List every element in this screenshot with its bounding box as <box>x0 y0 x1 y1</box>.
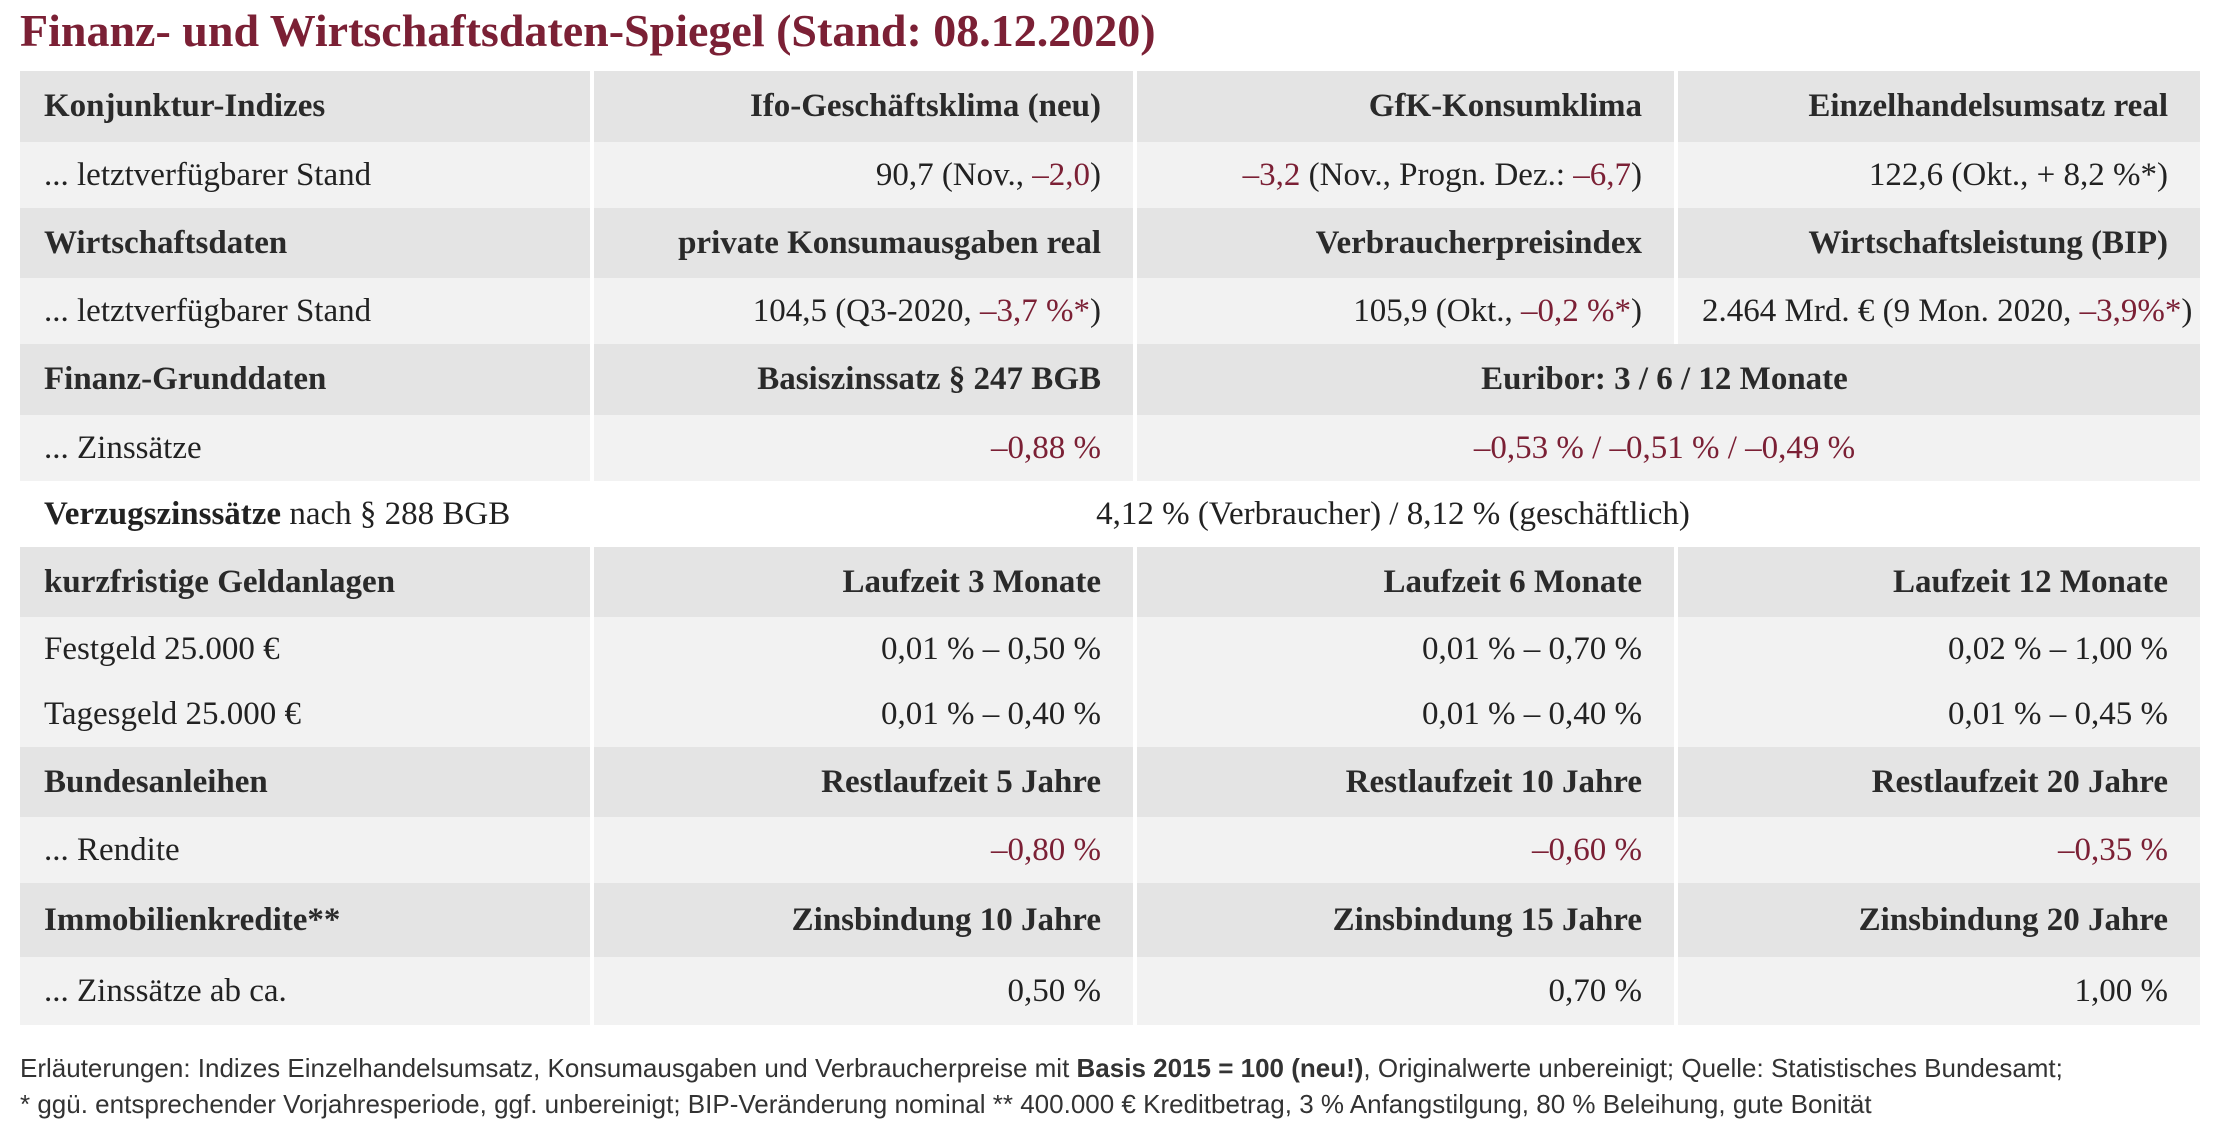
data-cell: 0,01 % – 0,40 % <box>590 681 1135 747</box>
table-row: Finanz-Grunddaten Basiszinssatz § 247 BGB… <box>20 344 2200 415</box>
header-cell: Basiszinssatz § 247 BGB <box>590 344 1135 415</box>
table-row: ... Rendite –0,80 % –0,60 % –0,35 % <box>20 817 2200 883</box>
data-cell: Laufzeit 12 Monate <box>1674 547 2200 617</box>
header-cell: Euribor: 3 / 6 / 12 Monate <box>1133 344 2200 415</box>
text-segment: –0,53 % / –0,51 % / –0,49 % <box>1473 429 1856 466</box>
table-row: Tagesgeld 25.000 €0,01 % – 0,40 % 0,01 % … <box>20 681 2200 747</box>
footnote-line: * ggü. entsprechender Vorjahresperiode, … <box>20 1086 2220 1122</box>
text-segment: 90,7 (Nov., <box>875 156 1033 193</box>
data-cell: 1,00 % <box>1674 957 2200 1025</box>
data-cell: ... letztverfügbarer Stand <box>20 142 592 208</box>
header-cell: Wirtschaftsdaten <box>20 208 592 278</box>
data-cell: –0,60 % <box>1133 817 1676 883</box>
text-segment: –3,9%* <box>2079 292 2182 329</box>
data-cell: –0,53 % / –0,51 % / –0,49 % <box>1133 415 2200 481</box>
footnote-line: Erläuterungen: Indizes Einzelhandelsumsa… <box>20 1050 2220 1086</box>
table-row: Bundesanleihen Restlaufzeit 5 Jahre Restla… <box>20 747 2200 817</box>
header-cell: Verbraucherpreisindex <box>1133 208 1676 278</box>
text-segment: –0,88 % <box>991 429 1101 466</box>
text-segment: –6,7 <box>1573 156 1631 193</box>
data-cell: 4,12 % (Verbraucher) / 8,12 % (geschäftl… <box>590 481 2200 547</box>
data-cell: 105,9 (Okt., –0,2 %*) <box>1133 278 1676 344</box>
header-cell: Zinsbindung 15 Jahre <box>1133 883 1676 957</box>
header-cell: Ifo-Geschäftsklima (neu) <box>590 71 1135 142</box>
data-cell: Laufzeit 3 Monate <box>590 547 1135 617</box>
page-title: Finanz- und Wirtschaftsdaten-Spiegel (St… <box>20 5 1156 56</box>
data-cell: Laufzeit 6 Monate <box>1133 547 1676 617</box>
text-segment: –3,2 <box>1242 156 1301 193</box>
header-cell: private Konsumausgaben real <box>590 208 1135 278</box>
data-cell: Festgeld 25.000 € <box>20 617 592 681</box>
text-segment: (Nov., Progn. Dez.: <box>1300 156 1574 193</box>
data-cell: 0,70 % <box>1133 957 1676 1025</box>
header-cell: GfK-Konsumklima <box>1133 71 1676 142</box>
table-row: ... Zinssätze –0,88 % –0,53 % / –0,51 % / … <box>20 415 2200 481</box>
header-cell: Einzelhandelsumsatz real <box>1674 71 2200 142</box>
table-row: Verzugszinssätze nach § 288 BGB 4,12 % (V… <box>20 481 2200 547</box>
text-segment: 2.464 Mrd. € (9 Mon. 2020, <box>1702 292 2080 329</box>
text-segment: –0,2 %* <box>1521 292 1631 329</box>
text-segment: 105,9 (Okt., <box>1353 292 1521 329</box>
text-segment: Erläuterungen: Indizes Einzelhandelsumsa… <box>20 1053 1077 1083</box>
text-segment: ) <box>1090 156 1101 193</box>
data-cell: –3,2 (Nov., Progn. Dez.: –6,7) <box>1133 142 1676 208</box>
header-cell: Konjunktur-Indizes <box>20 71 592 142</box>
header-cell: Wirtschaftsleistung (BIP) <box>1674 208 2200 278</box>
text-segment: ) <box>1631 156 1642 193</box>
data-cell: 104,5 (Q3-2020, –3,7 %*) <box>590 278 1135 344</box>
text-segment: , Originalwerte unbereinigt; Quelle: Sta… <box>1363 1053 2063 1083</box>
data-cell: 0,01 % – 0,70 % <box>1133 617 1676 681</box>
text-segment: –0,35 % <box>2058 831 2168 868</box>
data-cell: ... letztverfügbarer Stand <box>20 278 592 344</box>
text-segment: * ggü. entsprechender Vorjahresperiode, … <box>20 1089 1872 1119</box>
header-cell: Zinsbindung 10 Jahre <box>590 883 1135 957</box>
data-cell: 0,01 % – 0,45 % <box>1674 681 2200 747</box>
text-segment: nach § 288 BGB <box>281 495 511 532</box>
text-segment: ) <box>1090 292 1101 329</box>
data-cell: –0,88 % <box>590 415 1135 481</box>
text-segment: –0,60 % <box>1532 831 1642 868</box>
text-segment: Verzugszinssätze <box>44 495 282 532</box>
data-cell: kurzfristige Geldanlagen <box>20 547 592 617</box>
data-cell: ... Zinssätze <box>20 415 592 481</box>
text-segment: ) <box>2181 292 2193 329</box>
table-row: kurzfristige Geldanlagen Laufzeit 3 Monat… <box>20 547 2200 617</box>
data-cell: Tagesgeld 25.000 € <box>20 681 592 747</box>
data-cell: 90,7 (Nov., –2,0) <box>590 142 1135 208</box>
header-cell: Restlaufzeit 20 Jahre <box>1674 747 2200 817</box>
data-cell: 0,01 % – 0,40 % <box>1133 681 1676 747</box>
table-row: ... Zinssätze ab ca. 0,50 % 0,70 % 1,00 % <box>20 957 2200 1025</box>
data-cell: ... Rendite <box>20 817 592 883</box>
table-row: Wirtschaftsdaten private Konsumausgaben r… <box>20 208 2200 278</box>
text-segment: Basis 2015 = 100 (neu!) <box>1076 1053 1364 1083</box>
table-row: ... letztverfügbarer Stand 90,7 (Nov., –2… <box>20 142 2200 208</box>
data-cell: 0,01 % – 0,50 % <box>590 617 1135 681</box>
footnotes: Erläuterungen: Indizes Einzelhandelsumsa… <box>20 1050 2220 1122</box>
table-row: Festgeld 25.000 €0,01 % – 0,50 % 0,01 % –… <box>20 617 2200 681</box>
data-cell: –0,80 % <box>590 817 1135 883</box>
table-row: Konjunktur-Indizes Ifo-Geschäftsklima (ne… <box>20 71 2200 142</box>
data-table: Konjunktur-Indizes Ifo-Geschäftsklima (ne… <box>20 71 2200 1025</box>
header-cell: Immobilienkredite** <box>20 883 592 957</box>
text-segment: 104,5 (Q3-2020, <box>752 292 980 329</box>
text-segment: –2,0 <box>1032 156 1090 193</box>
table-row: ... letztverfügbarer Stand 104,5 (Q3-2020… <box>20 278 2200 344</box>
header-cell: Zinsbindung 20 Jahre <box>1674 883 2200 957</box>
text-segment: –0,80 % <box>991 831 1101 868</box>
header-cell: Restlaufzeit 5 Jahre <box>590 747 1135 817</box>
text-segment: –3,7 %* <box>980 292 1090 329</box>
text-segment: ) <box>1631 292 1642 329</box>
data-cell: 0,50 % <box>590 957 1135 1025</box>
table-row: Immobilienkredite** Zinsbindung 10 Jahre Z… <box>20 883 2200 957</box>
data-cell: 122,6 (Okt., + 8,2 %*) <box>1674 142 2200 208</box>
header-cell: Restlaufzeit 10 Jahre <box>1133 747 1676 817</box>
header-cell: Bundesanleihen <box>20 747 592 817</box>
data-cell: Verzugszinssätze nach § 288 BGB <box>20 481 592 547</box>
header-cell: Finanz-Grunddaten <box>20 344 592 415</box>
data-cell: ... Zinssätze ab ca. <box>20 957 592 1025</box>
data-cell: 0,02 % – 1,00 % <box>1674 617 2200 681</box>
data-cell: 2.464 Mrd. € (9 Mon. 2020, –3,9%*) <box>1674 278 2200 344</box>
data-cell: –0,35 % <box>1674 817 2200 883</box>
